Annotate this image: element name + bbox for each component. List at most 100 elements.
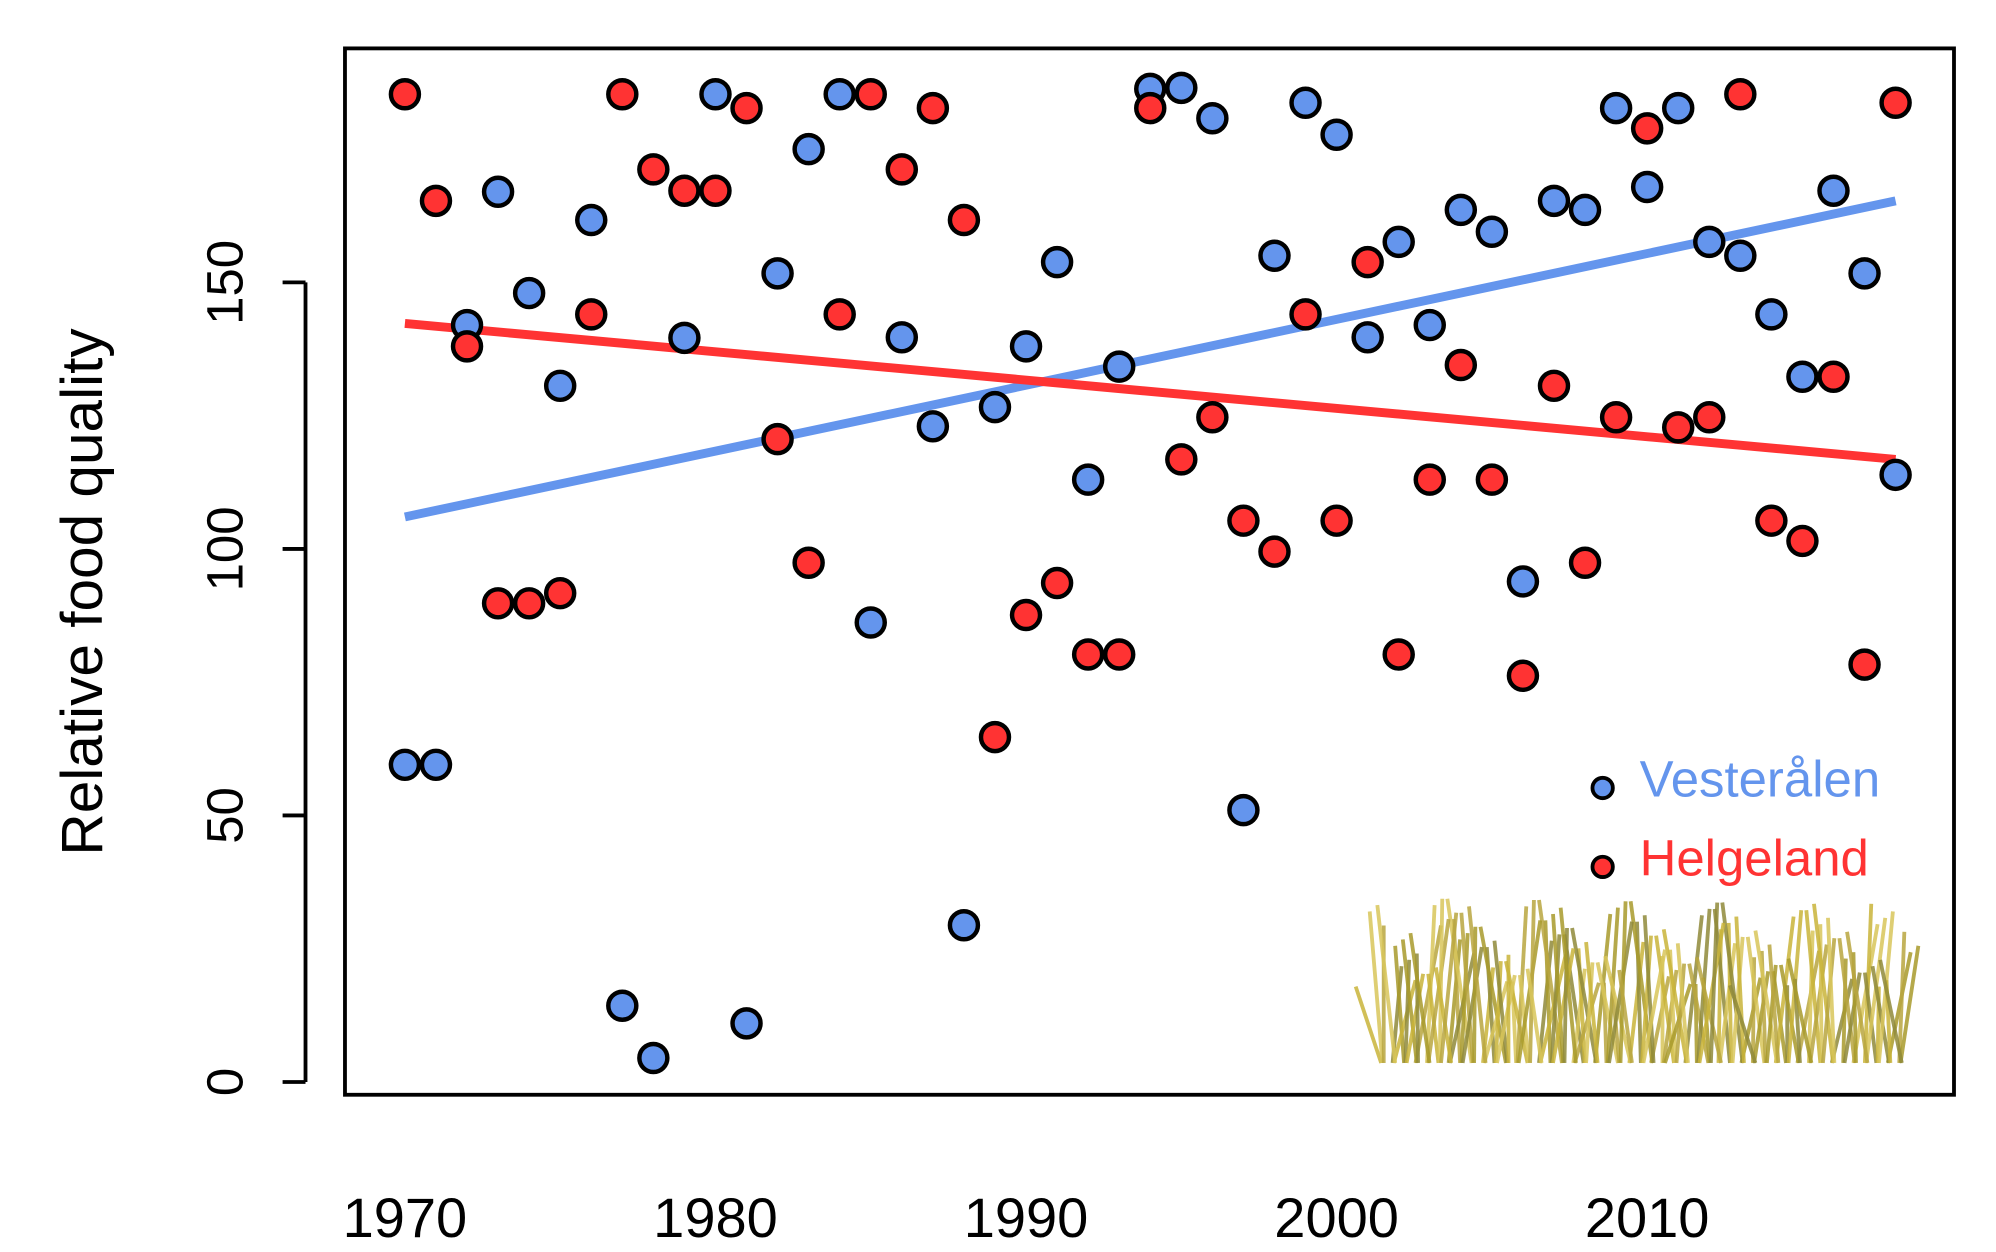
data-point — [1040, 566, 1074, 600]
data-point — [1506, 659, 1540, 693]
data-point — [1848, 648, 1881, 681]
plot-frame — [343, 46, 1956, 1097]
grass-blade — [1493, 961, 1503, 1064]
data-point — [1879, 86, 1912, 119]
data-point — [1848, 257, 1881, 290]
grass-blade — [1595, 962, 1620, 1064]
grass-blade — [1845, 931, 1870, 1064]
grass-blade — [1654, 935, 1676, 1064]
grass-blade — [1551, 948, 1576, 1064]
data-point — [1413, 308, 1446, 342]
grass-blade — [1697, 922, 1726, 1064]
grass-blade — [1837, 937, 1857, 1064]
grass-blade — [1549, 934, 1562, 1064]
data-point — [1537, 184, 1571, 218]
data-point — [1071, 638, 1105, 671]
data-point — [481, 175, 515, 209]
x-tick-label: 1980 — [653, 1186, 778, 1249]
data-point — [823, 298, 856, 331]
data-point — [606, 78, 639, 111]
data-point — [1755, 504, 1788, 537]
grass-blade — [1642, 915, 1656, 1064]
legend-label: Vesterålen — [1640, 750, 1881, 807]
grass-blade — [1400, 939, 1419, 1064]
grass-blade — [1786, 958, 1814, 1064]
grass-blade — [1538, 954, 1568, 1064]
data-point — [1413, 463, 1446, 496]
grass-blade — [1584, 941, 1600, 1064]
trend-line — [404, 319, 1897, 464]
grass-blade — [1460, 946, 1484, 1064]
data-point — [1817, 174, 1850, 207]
data-point — [1693, 225, 1726, 259]
data-point — [1351, 245, 1384, 279]
grass-blade — [1826, 917, 1837, 1064]
data-point — [1661, 411, 1695, 444]
grass-blade — [1537, 899, 1564, 1064]
data-point — [947, 909, 981, 942]
grass-blade — [1661, 928, 1689, 1064]
data-point — [1475, 215, 1509, 248]
data-point — [947, 203, 981, 237]
grass-blade — [1445, 898, 1474, 1064]
grass-blade — [1767, 944, 1781, 1064]
data-point — [1568, 193, 1602, 227]
data-point — [1227, 504, 1260, 537]
grass-blade — [1478, 926, 1508, 1064]
data-point — [1040, 245, 1074, 279]
grass-blade — [1764, 964, 1778, 1064]
grass-blade — [1584, 962, 1595, 1064]
data-point — [730, 1007, 763, 1040]
grass-blade — [1528, 899, 1536, 1063]
grass-blade — [1717, 943, 1737, 1064]
y-tick-label: 100 — [197, 506, 254, 591]
data-point — [1599, 401, 1633, 434]
grass-blade — [1870, 965, 1891, 1064]
grass-blade — [1492, 940, 1510, 1064]
grass-illustration — [1353, 898, 1921, 1064]
grass-blade — [1353, 985, 1383, 1064]
data-point — [1289, 86, 1322, 119]
data-point — [1630, 170, 1664, 204]
data-point — [450, 330, 484, 363]
data-point — [1382, 638, 1415, 671]
data-point — [1102, 350, 1136, 383]
data-point — [792, 132, 825, 166]
grass-blade — [1434, 967, 1454, 1064]
y-axis-label: Relative food quality — [50, 328, 115, 856]
grass-blade — [1551, 913, 1566, 1064]
data-point — [1165, 71, 1198, 105]
grass-blade — [1674, 963, 1687, 1064]
data-point — [761, 422, 794, 456]
data-point — [761, 257, 794, 290]
legend-marker — [1590, 854, 1615, 880]
grass-blade — [1437, 898, 1445, 1063]
grass-blade — [1812, 903, 1835, 1064]
y-tick-label: 0 — [197, 1068, 254, 1096]
grass-blade — [1375, 904, 1398, 1064]
data-point — [1102, 638, 1136, 671]
data-point — [1568, 546, 1602, 580]
data-point — [1661, 91, 1695, 125]
data-point — [916, 91, 950, 125]
x-tick-label: 2010 — [1585, 1186, 1710, 1249]
data-point — [1320, 504, 1353, 537]
data-point — [388, 78, 422, 111]
grass-blade — [1808, 944, 1829, 1064]
data-point — [1196, 401, 1229, 434]
data-point — [792, 546, 825, 580]
x-tick-label: 2000 — [1274, 1186, 1399, 1249]
grass-blade — [1842, 972, 1862, 1064]
data-point — [1537, 369, 1571, 403]
data-point — [1351, 321, 1384, 354]
data-point — [1258, 239, 1291, 272]
data-point — [606, 989, 639, 1022]
data-point — [1134, 91, 1167, 125]
data-point — [1258, 535, 1291, 568]
grass-blade — [1495, 974, 1517, 1064]
grass-blade — [1730, 936, 1745, 1064]
data-point — [1009, 598, 1043, 632]
data-point — [1320, 118, 1353, 151]
grass-blade — [1641, 949, 1667, 1064]
